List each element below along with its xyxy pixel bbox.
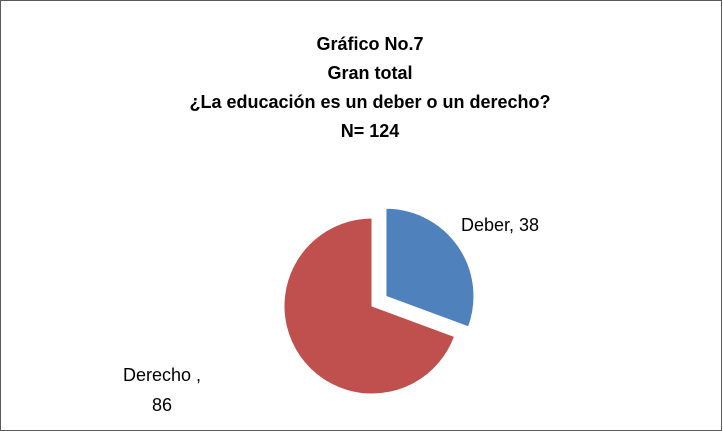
- chart-title: Gran total: [327, 63, 412, 83]
- chart-title: Gráfico No.7: [316, 34, 423, 54]
- pie-slice: [385, 207, 475, 328]
- pie-slice: [283, 217, 456, 395]
- chart-title: ¿La educación es un deber o un derecho?: [189, 92, 550, 112]
- data-label: Deber, 38: [460, 215, 540, 235]
- chart-title: N= 124: [341, 121, 400, 141]
- data-label: Derecho , 86: [122, 365, 202, 415]
